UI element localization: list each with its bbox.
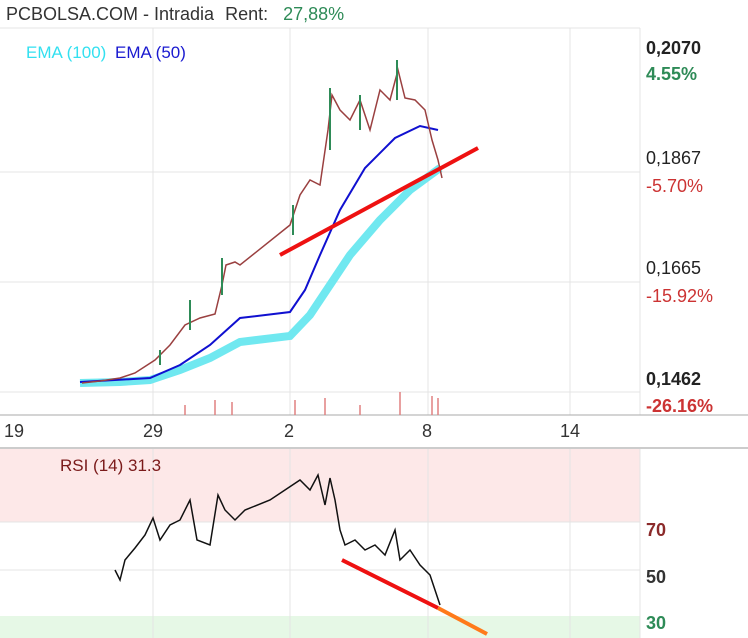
rsi-trendline [341,558,439,610]
price-line [81,67,443,384]
ema50-line [79,124,439,383]
price-label: 0,1867 [646,148,702,168]
pct-label: -5.70% [646,176,704,196]
rsi-level-70: 70 [646,520,667,540]
grid-lines [0,27,641,415]
x-tick: 29 [143,421,164,441]
rent-label: Rent: [225,4,269,24]
rsi-line [114,472,441,606]
legend-ema50: EMA (50) [115,43,186,62]
chart-legend: EMA (100) EMA (50) [26,43,186,63]
trendline-main [279,146,479,257]
rent-value: 27,88% [283,4,345,24]
legend-ema100: EMA (100) [26,43,107,62]
price-label: 0,1665 [646,258,702,278]
rsi-level-30: 30 [646,613,667,633]
price-label: 0,1462 [646,369,702,389]
volume-bars [184,392,439,415]
x-tick: 14 [560,421,581,441]
pct-label: -26.16% [646,396,714,416]
rsi-oversold-zone [0,616,640,638]
price-label: 0,2070 [646,38,702,58]
chart-header: PCBOLSA.COM - Intradia Rent: 27,88% [6,4,344,25]
x-tick: 19 [4,421,25,441]
chart-title: PCBOLSA.COM - Intradia [6,4,215,24]
x-tick: 8 [422,421,433,441]
pct-label: -15.92% [646,286,714,306]
rsi-title: RSI (14) 31.3 [60,456,162,475]
x-tick: 2 [284,421,295,441]
pct-label: 4.55% [646,64,698,84]
ema100-line [79,164,443,387]
rsi-level-50: 50 [646,567,667,587]
